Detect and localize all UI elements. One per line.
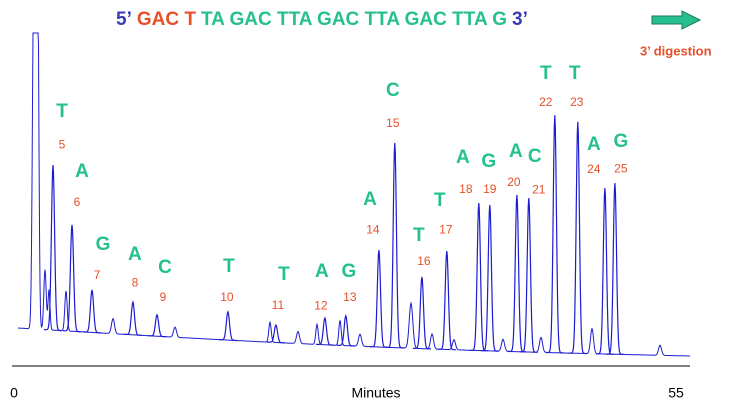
peak-number: 14 [366,222,380,236]
peak-number: 17 [439,222,453,236]
peak [266,323,285,344]
peak-base: G [341,261,356,282]
peak-base: C [386,80,400,101]
peak-number: 5 [59,137,66,151]
peak-number: 15 [386,116,400,130]
peak-number: 11 [272,298,285,312]
peak-number: 13 [343,290,357,304]
peak-base: G [481,151,496,172]
peak [480,204,499,352]
peak [63,224,81,333]
x-tick-label: 55 [668,385,684,401]
peak-number: 7 [94,268,101,282]
peak-number: 16 [417,254,431,268]
peak [519,198,538,353]
peak-number: 12 [314,298,328,312]
digestion-arrow [651,10,702,30]
peak [605,183,625,356]
peak [437,251,456,351]
trace [18,32,690,357]
peak [123,300,143,336]
annotation: 3’ digestion [640,43,712,58]
peak-base: A [587,134,601,155]
sequence-part: GAC T [137,9,197,30]
peak-number: 25 [614,161,628,175]
peak [218,310,237,342]
peak [148,313,166,338]
peak-base: T [434,190,446,211]
peak [83,289,102,334]
x-tick-label: 0 [10,385,18,401]
peak [369,250,389,348]
peak [568,121,587,355]
sequence-part: 5’ [116,9,132,30]
peak-number: 20 [507,175,521,189]
sequence-part: TA GAC TTA GAC TTA GAC TTA G [201,9,507,30]
peak-base: A [509,141,523,162]
peak-number: 9 [160,290,167,304]
peak [44,165,63,332]
peak-base: T [278,264,290,285]
peak-base: C [528,146,542,167]
peak [469,202,488,352]
peak-base: A [315,261,329,282]
peak-base: G [96,234,111,255]
peak-base: C [158,257,172,278]
sequence-part: 3’ [512,9,528,30]
peak-base: A [75,161,89,182]
peak-base: A [128,244,142,265]
peak-number: 23 [570,95,584,109]
peak-base: T [540,63,552,84]
peak-number: 19 [483,182,497,196]
peak-base: T [569,63,581,84]
peak [412,276,431,350]
peak-number: 22 [539,95,553,109]
peak-number: 21 [532,182,546,196]
peak-number: 10 [220,290,234,304]
peak-number: 24 [587,162,601,176]
peak-base: T [223,256,235,277]
peak-base: A [363,189,377,210]
peak-base: T [56,101,68,122]
peak [507,194,526,353]
peak-number: 18 [459,182,473,196]
peak [545,115,564,354]
peak [385,142,404,349]
peak [336,314,355,347]
peak-number: 6 [74,195,81,209]
peak [315,316,334,346]
peak-base: G [613,131,628,152]
peak [595,187,614,355]
peak-base: T [413,225,425,246]
sequence-title: 5’ GAC T TA GAC TTA GAC TTA GAC TTA G 3’ [116,9,528,30]
peak-base: A [456,147,470,168]
peak-number: 8 [132,275,139,289]
x-axis-label: Minutes [351,385,400,401]
